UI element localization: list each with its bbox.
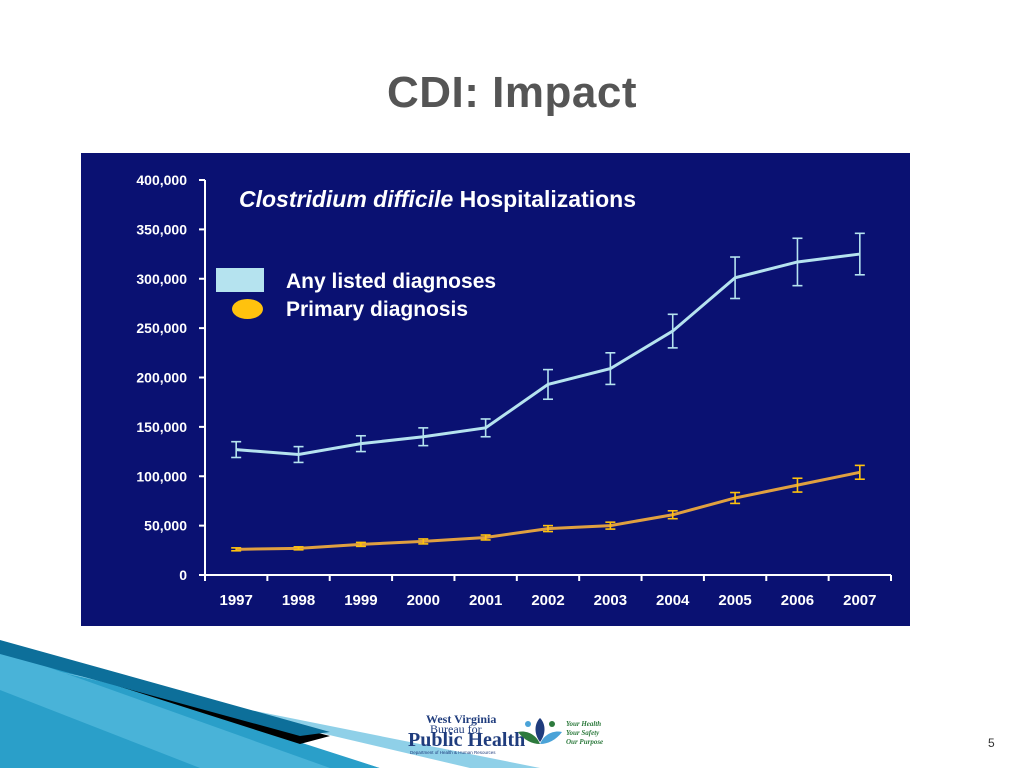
chart-svg: 0 50,000 100,000 150,000 200,000 250,000 300,0… [136, 172, 892, 609]
logo-line4: Department of Health & Human Resources [410, 750, 496, 755]
x-tick-label: 2002 [531, 592, 564, 609]
y-tick-label: 400,000 [136, 172, 187, 188]
chart-panel: 0 50,000 100,000 150,000 200,000 250,000 300,0… [81, 153, 910, 626]
series-line-1 [236, 470, 861, 551]
chart-title-rest: Hospitalizations [459, 186, 637, 212]
x-tick-label: 2006 [781, 592, 814, 609]
x-tick-label: 2000 [407, 592, 440, 609]
x-tick-label: 2001 [469, 592, 502, 609]
legend-swatch-any-listed [216, 268, 264, 292]
legend-label-any-listed: Any listed diagnoses [286, 270, 497, 293]
x-tick-label: 1997 [219, 592, 252, 609]
y-tick-label: 300,000 [136, 271, 187, 287]
y-tick-label: 0 [179, 567, 187, 583]
logo-tagline-1: Your Health [566, 720, 602, 728]
legend-swatch-primary [232, 299, 263, 319]
legend-label-primary: Primary diagnosis [286, 298, 469, 321]
page-number: 5 [988, 736, 995, 750]
leaf-logo-icon [518, 718, 562, 744]
logo-line1: West Virginia [426, 712, 497, 726]
y-tick-label: 350,000 [136, 221, 187, 237]
chart-title-italic: Clostridium difficile [239, 186, 454, 212]
x-tick-label: 2004 [656, 592, 690, 609]
footer-decoration [0, 640, 540, 768]
logo-tagline-2: Your Safety [566, 729, 600, 737]
x-tick-label: 1999 [344, 592, 377, 609]
x-tick-label: 2003 [594, 592, 627, 609]
y-tick-label: 150,000 [136, 419, 187, 435]
wv-bph-logo: West Virginia Bureau for Public Health D… [408, 712, 620, 756]
y-tick-label: 200,000 [136, 370, 187, 386]
logo-line3: Public Health [408, 729, 526, 751]
logo-tagline-3: Our Purpose [566, 738, 604, 746]
logo-line2: Bureau for [430, 722, 482, 736]
y-tick-label: 50,000 [144, 518, 187, 534]
x-tick-label: 2005 [718, 592, 751, 609]
y-tick-label: 250,000 [136, 320, 187, 336]
chart-title: Clostridium difficile Hospitalizations [239, 186, 636, 213]
x-tick-label: 1998 [282, 592, 315, 609]
slide-title: CDI: Impact [387, 68, 637, 117]
y-tick-label: 100,000 [136, 468, 187, 484]
x-tick-label: 2007 [843, 592, 876, 609]
